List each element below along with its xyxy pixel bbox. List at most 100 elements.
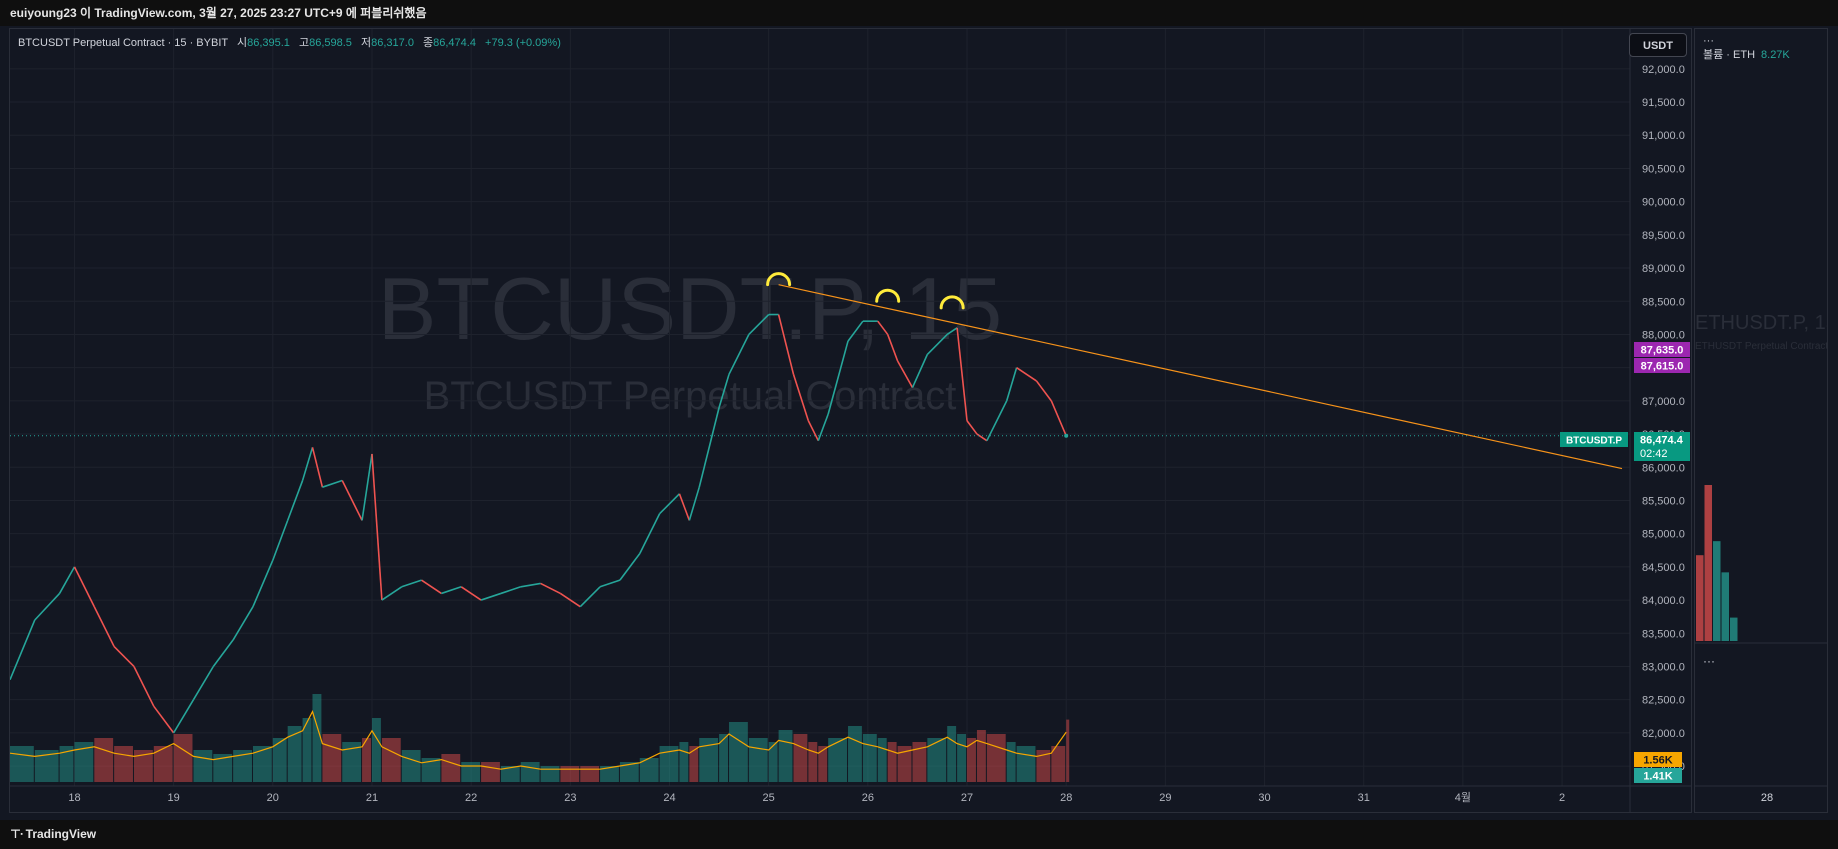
volume-bar [1006, 742, 1016, 782]
side-chart-panel[interactable]: ETHUSDT.P, 15 ETHUSDT Perpetual Contract… [1694, 28, 1828, 813]
price-segment [976, 433, 988, 442]
symbol-legend[interactable]: BTCUSDT Perpetual Contract · 15 · BYBIT … [18, 34, 561, 50]
x-tick-label: 26 [862, 792, 874, 804]
legend-close: 86,474.4 [433, 37, 476, 49]
volume-bar [94, 738, 114, 782]
volume-bar [481, 762, 500, 782]
currency-button[interactable]: USDT [1629, 33, 1687, 57]
price-segment [93, 606, 115, 647]
price-segment [301, 447, 314, 481]
volume-bar [778, 730, 793, 782]
price-segment [480, 592, 502, 601]
price-segment [579, 586, 601, 608]
side-legend[interactable]: ··· 볼륨 · ETH 8.27K [1703, 34, 1790, 62]
y-tick-label: 84,000.0 [1642, 595, 1685, 607]
legend-low-label: 저 [361, 37, 372, 49]
volume-bar [362, 738, 371, 782]
y-tick-label: 90,500.0 [1642, 163, 1685, 175]
x-tick-label: 29 [1159, 792, 1171, 804]
volume-bar [153, 746, 173, 782]
price-segment [341, 480, 363, 521]
y-tick-label: 89,500.0 [1642, 230, 1685, 242]
side-menu-2[interactable]: ··· [1703, 654, 1715, 668]
volume-bar [1066, 719, 1070, 782]
price-segment [659, 493, 680, 515]
x-tick-label: 28 [1060, 792, 1072, 804]
volume-bar [986, 734, 1006, 782]
x-tick-label: 20 [267, 792, 279, 804]
volume-bar [748, 738, 768, 782]
peak-highlight [766, 272, 792, 287]
price-segment [311, 447, 324, 488]
side-volume-chart[interactable]: ETHUSDT.P, 15 ETHUSDT Perpetual Contract… [1695, 29, 1827, 812]
tradingview-brand: TradingView [25, 827, 97, 841]
volume-bar [828, 738, 848, 782]
volume-bar [133, 750, 153, 782]
volume-bar [74, 742, 94, 782]
tradingview-logo[interactable]: ⊤∙ TradingView [10, 820, 96, 849]
price-segment [540, 582, 561, 595]
volume-bar [947, 726, 957, 782]
countdown-text: 02:42 [1640, 448, 1668, 460]
volume-bar [768, 742, 778, 782]
volume-bar [729, 722, 748, 782]
tradingview-icon: ⊤∙ [10, 827, 23, 841]
price-segment [827, 340, 849, 415]
price-segment [777, 314, 795, 375]
last-price-label: 86,474.4 02:42 [1634, 432, 1690, 461]
volume-bar [371, 718, 381, 782]
volume-bar [114, 746, 133, 782]
volume-bar [441, 754, 461, 782]
annotations [10, 272, 1630, 470]
trendline [778, 284, 1623, 470]
volume-bar [818, 746, 828, 782]
volume-bar [600, 766, 619, 782]
price-segment [1035, 380, 1052, 402]
x-tick-label: 21 [366, 792, 378, 804]
volume-bar [976, 730, 986, 782]
side-menu-1[interactable]: ··· [1703, 35, 1714, 47]
side-volume-bar [1696, 555, 1704, 641]
volume-bar [848, 726, 862, 782]
x-tick-label: 18 [68, 792, 80, 804]
x-tick-label: 27 [961, 792, 973, 804]
price-segment [401, 579, 422, 588]
volume-bar [560, 766, 580, 782]
price-segment [34, 592, 61, 621]
price-segment [500, 586, 522, 595]
main-chart-panel[interactable]: BTCUSDT.P, 15 BTCUSDT Perpetual Contract… [9, 28, 1692, 813]
price-segment [688, 486, 701, 521]
price-segment [232, 606, 254, 641]
x-axis[interactable]: 18 19 20 21 22 23 24 25 26 27 28 29 30 31 4월 2 [68, 791, 1565, 804]
y-axis[interactable]: 92,000.0 91,500.0 91,000.0 90,500.0 90,000.0… [1642, 64, 1685, 773]
price-segment [133, 666, 155, 707]
side-volume-bar [1721, 572, 1729, 641]
legend-open: 86,395.1 [247, 37, 290, 49]
price-chart[interactable]: BTCUSDT.P, 15 BTCUSDT Perpetual Contract… [10, 29, 1691, 812]
volume-bar [59, 746, 74, 782]
side-volume-bars [1696, 485, 1738, 641]
peak-highlight [939, 295, 965, 310]
legend-title[interactable]: BTCUSDT Perpetual Contract · 15 · BYBIT [18, 37, 228, 49]
y-tick-label: 89,000.0 [1642, 263, 1685, 275]
y-tick-label: 83,000.0 [1642, 661, 1685, 673]
price-segment [73, 566, 96, 608]
x-tick-label: 31 [1358, 792, 1370, 804]
volume-bar [287, 726, 302, 782]
price-segment [946, 327, 958, 336]
legend-high: 86,598.5 [309, 37, 352, 49]
x-tick-label: 30 [1258, 792, 1270, 804]
volume-bar [312, 694, 322, 782]
volume-bar [213, 754, 233, 782]
volume-bars [10, 694, 1070, 782]
peak-highlight [875, 288, 901, 303]
volume-bar [679, 742, 689, 782]
volume-bar [302, 718, 312, 782]
y-tick-label: 90,000.0 [1642, 197, 1685, 209]
volume-bar [619, 762, 639, 782]
volume-bar [34, 750, 59, 782]
volume-bar [912, 742, 927, 782]
y-tick-label: 82,500.0 [1642, 695, 1685, 707]
volume-ma-line [10, 710, 1067, 770]
volume-bar [967, 738, 976, 782]
